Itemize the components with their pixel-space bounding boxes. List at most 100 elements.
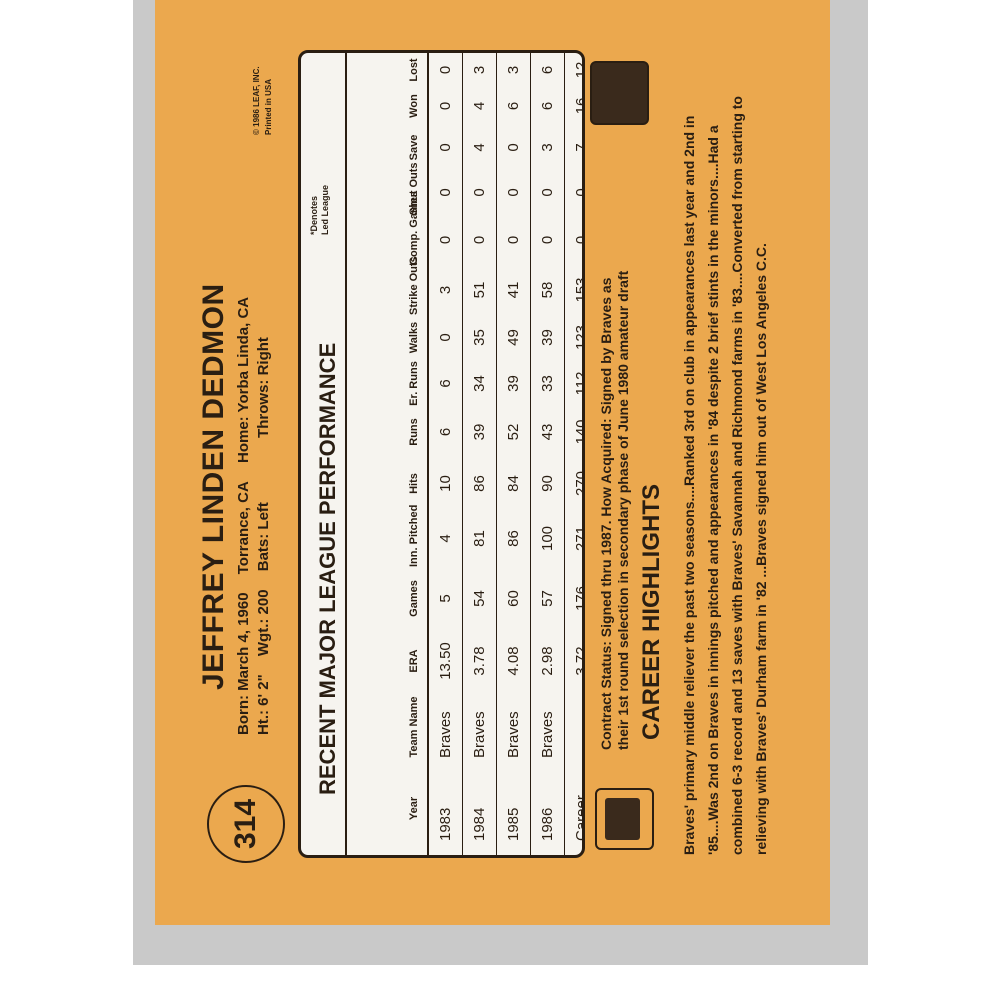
stat-cell: 33 <box>530 360 565 407</box>
stat-cell: 123 <box>573 324 585 351</box>
table-row: 1986 Braves 2.98 57 100 90 43 33 39 58 0 0 3 6 6 <box>530 53 565 855</box>
column-header: Comp. Games <box>346 191 428 265</box>
contract-status: Contract Status: Signed thru 1987. How A… <box>598 271 632 750</box>
stat-cell: 57 <box>530 567 565 630</box>
stat-cell: 12 <box>573 61 585 79</box>
card-number-baseball-icon: 314 <box>207 785 285 863</box>
height: Ht.: 6' 2" <box>255 674 272 735</box>
printed-in: Printed in USA <box>264 78 273 135</box>
bio-line-2: Ht.: 6' 2" Wgt.: 200 Bats: Left Throws: … <box>255 337 272 735</box>
stat-cell: 81 <box>462 510 497 567</box>
stat-cell: Braves <box>496 692 531 762</box>
stat-cell: 0 <box>462 215 497 265</box>
stat-cell <box>565 692 586 762</box>
stat-cell: 100 <box>530 510 565 567</box>
column-header: Won <box>346 87 428 125</box>
stat-cell: 0 <box>462 170 497 215</box>
player-name: JEFFREY LINDEN DEDMON <box>197 283 230 690</box>
column-header: ERA <box>346 630 428 692</box>
table-row: 1983 Braves 13.50 5 4 10 6 6 0 3 0 0 0 0 0 <box>428 53 463 855</box>
column-header: Hits <box>346 457 428 510</box>
stat-cell: 90 <box>530 457 565 510</box>
column-header: Team Name <box>346 692 428 762</box>
stat-cell: 86 <box>462 457 497 510</box>
stat-cell: 16 <box>573 97 585 115</box>
stat-cell: 84 <box>496 457 531 510</box>
stat-cell: 3 <box>496 53 531 87</box>
stat-cell: 39 <box>462 407 497 457</box>
stat-cell: 10 <box>428 457 463 510</box>
stat-cell: 6 <box>428 407 463 457</box>
mlb-players-logo-icon <box>590 61 649 125</box>
stat-cell: 2.98 <box>530 630 565 692</box>
stat-cell: 271 <box>573 525 585 552</box>
bio-line-1: Born: March 4, 1960 Torrance, CA Home: Y… <box>235 297 252 735</box>
stat-cell: 153 <box>573 277 585 303</box>
contract-line: Contract Status: Signed thru 1987. How A… <box>598 277 614 750</box>
column-header: Shut Outs <box>346 162 428 215</box>
stat-cell: 0 <box>428 170 463 215</box>
career-highlights-title: CAREER HIGHLIGHTS <box>638 483 665 740</box>
stat-cell: 0 <box>530 170 565 215</box>
throws: Throws: Right <box>255 337 272 438</box>
stat-cell: Career <box>573 795 585 841</box>
weight: Wgt.: 200 <box>255 589 272 657</box>
stat-cell: 3.78 <box>462 630 497 692</box>
led-league-note: *Denotes Led League <box>309 185 331 235</box>
stats-table: Year Team Name ERA Games Inn. Pitched Hits Run… <box>345 53 585 855</box>
stat-cell: 49 <box>496 315 531 360</box>
stat-cell: 176 <box>573 585 585 612</box>
stat-cell: 4 <box>462 125 497 170</box>
stat-cell: 39 <box>496 360 531 407</box>
contract-line: their 1st round selection in secondary p… <box>615 270 631 750</box>
stat-cell: 6 <box>496 87 531 125</box>
stat-cell: Braves <box>462 692 497 762</box>
column-header: Runs <box>346 407 428 457</box>
stat-cell: 0 <box>428 315 463 360</box>
stat-cell: 112 <box>573 371 585 396</box>
stat-cell: 52 <box>496 407 531 457</box>
stat-cell: 4 <box>428 510 463 567</box>
stat-cell: 35 <box>462 315 497 360</box>
stat-cell: 1984 <box>462 762 497 855</box>
stat-cell: 34 <box>462 360 497 407</box>
stat-cell: 3 <box>428 265 463 315</box>
stat-cell: 4 <box>462 87 497 125</box>
stat-cell: 43 <box>530 407 565 457</box>
stats-table-box: RECENT MAJOR LEAGUE PERFORMANCE *Denotes… <box>298 50 585 858</box>
column-header: Inn. Pitched <box>346 505 428 567</box>
career-highlights-text: Braves' primary middle reliever the past… <box>681 96 769 855</box>
stat-cell: 0 <box>428 53 463 87</box>
column-header: Walks <box>346 315 428 360</box>
stat-cell: 0 <box>565 170 585 215</box>
stat-cell: 0 <box>428 87 463 125</box>
stat-cell: 41 <box>496 265 531 315</box>
stat-cell: 6 <box>428 360 463 407</box>
note-line: *Denotes <box>309 195 319 235</box>
stat-cell: 0 <box>496 125 531 170</box>
stat-cell: 1985 <box>496 762 531 855</box>
stat-cell: 39 <box>530 315 565 360</box>
stat-cell: 3.72 <box>573 646 585 676</box>
stat-cell: 51 <box>462 265 497 315</box>
header-row: Year Team Name ERA Games Inn. Pitched Hits Run… <box>346 53 428 855</box>
table-row: 1984 Braves 3.78 54 81 86 39 34 35 51 0 0 4 4 3 <box>462 53 497 855</box>
stat-cell: 1983 <box>428 762 463 855</box>
stat-cell: Braves <box>428 692 463 762</box>
stat-cell: 3 <box>462 53 497 87</box>
column-header: Strike Outs <box>346 256 428 315</box>
column-header: Lost <box>346 53 428 87</box>
stat-cell: 4.08 <box>496 630 531 692</box>
copyright-line: © 1986 LEAF, INC. <box>252 66 261 135</box>
stat-cell: 0 <box>565 215 585 265</box>
stat-cell: Braves <box>530 692 565 762</box>
stat-cell: 0 <box>428 215 463 265</box>
stat-cell: 54 <box>462 567 497 630</box>
stat-cell: 3 <box>530 125 565 170</box>
stat-cell: 0 <box>496 215 531 265</box>
stat-cell: 270 <box>573 470 585 497</box>
stats-title: RECENT MAJOR LEAGUE PERFORMANCE <box>315 342 340 795</box>
stat-cell: 140 <box>573 419 585 445</box>
stat-cell: 6 <box>530 53 565 87</box>
